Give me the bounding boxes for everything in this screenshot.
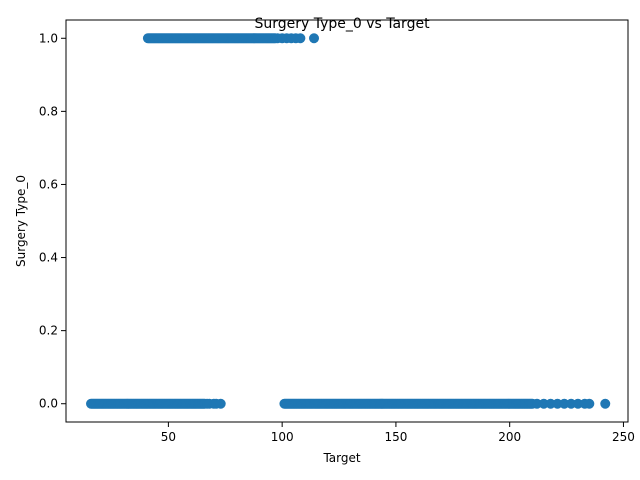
y-tick-label: 1.0 <box>39 31 58 45</box>
x-tick-label: 250 <box>612 430 635 444</box>
y-tick-label: 0.8 <box>39 104 58 118</box>
data-points <box>86 33 611 409</box>
data-point <box>600 398 611 409</box>
x-axis: 50 100 150 200 250 <box>161 422 635 444</box>
x-tick-label: 200 <box>498 430 521 444</box>
data-point <box>584 398 595 409</box>
y-axis-label: Surgery Type_0 <box>14 175 28 267</box>
chart-title: Surgery Type_0 vs Target <box>254 16 430 32</box>
plot-area-frame <box>65 19 629 423</box>
data-point <box>295 33 306 44</box>
y-tick-label: 0.6 <box>39 177 58 191</box>
x-tick-label: 150 <box>384 430 407 444</box>
data-point <box>309 33 320 44</box>
y-tick-label: 0.2 <box>39 324 58 338</box>
y-tick-label: 0.0 <box>39 397 58 411</box>
data-point <box>215 398 226 409</box>
y-tick-label: 0.4 <box>39 251 58 265</box>
x-tick-label: 100 <box>271 430 294 444</box>
x-tick-label: 50 <box>161 430 176 444</box>
y-axis: 0.0 0.2 0.4 0.6 0.8 1.0 <box>39 31 66 411</box>
x-axis-label: Target <box>322 451 360 465</box>
